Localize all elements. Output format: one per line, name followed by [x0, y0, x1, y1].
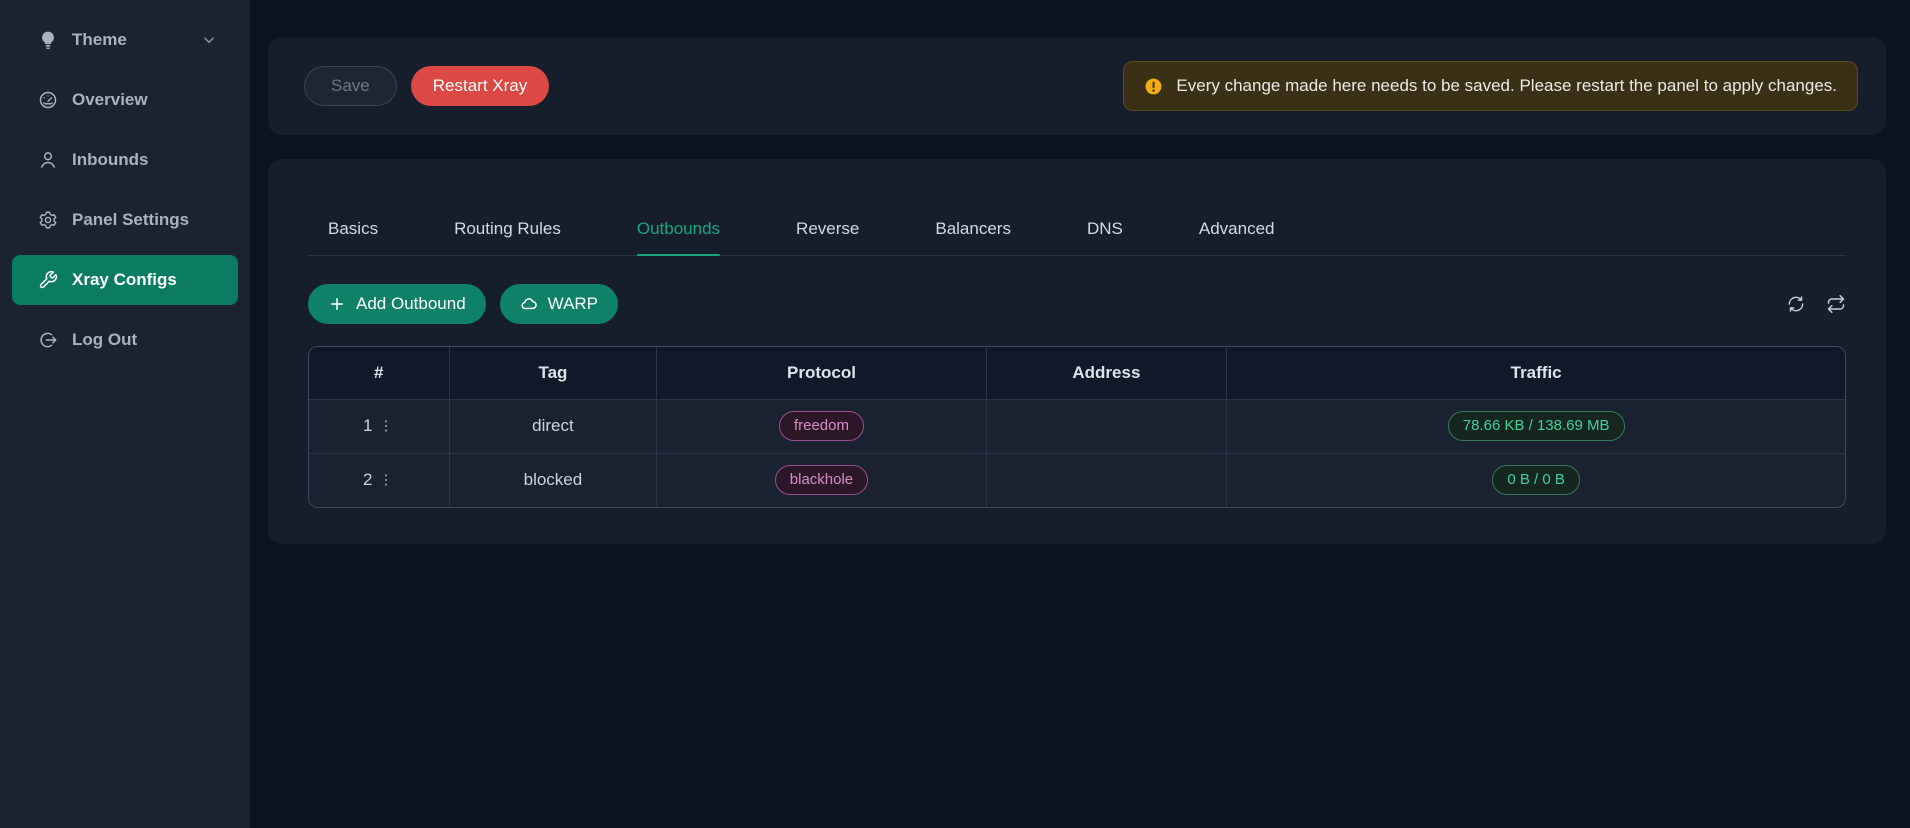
sidebar-item-xray-configs[interactable]: Xray Configs [12, 255, 238, 305]
tab-reverse[interactable]: Reverse [796, 219, 860, 238]
sidebar-item-overview[interactable]: Overview [12, 75, 238, 125]
xray-config-card: Basics Routing Rules Outbounds Reverse B… [268, 159, 1886, 544]
row-index: 2 [363, 470, 373, 490]
toolbar-card: Save Restart Xray Every change made here… [268, 37, 1886, 135]
column-header-index: # [309, 347, 450, 400]
sidebar-item-label: Overview [72, 90, 148, 109]
config-tabs: Basics Routing Rules Outbounds Reverse B… [308, 199, 1846, 256]
tab-basics[interactable]: Basics [328, 219, 379, 238]
outbounds-actions-row: Add Outbound WARP [308, 284, 1846, 324]
outbounds-table: # Tag Protocol Address Traffic 1 [308, 346, 1846, 508]
column-header-protocol: Protocol [656, 347, 987, 400]
row-menu-icon[interactable] [378, 471, 394, 489]
traffic-badge: 0 B / 0 B [1492, 465, 1580, 496]
tab-advanced[interactable]: Advanced [1198, 219, 1275, 238]
sidebar-item-log-out[interactable]: Log Out [12, 315, 238, 365]
add-outbound-label: Add Outbound [356, 294, 466, 313]
sidebar-item-label: Xray Configs [72, 270, 177, 289]
table-row: 1 direct freedom 78.66 KB / 138.69 MB [309, 399, 1845, 454]
sidebar-item-label: Inbounds [72, 150, 149, 169]
sidebar-item-panel-settings[interactable]: Panel Settings [12, 195, 238, 245]
gear-icon [38, 210, 58, 230]
sidebar-item-label: Log Out [72, 330, 138, 349]
repeat-icon[interactable] [1826, 294, 1846, 314]
user-icon [38, 150, 58, 170]
protocol-badge: freedom [778, 411, 864, 441]
sidebar-item-label: Panel Settings [72, 210, 190, 229]
warning-alert-text: Every change made here needs to be saved… [1176, 76, 1837, 95]
warning-alert: Every change made here needs to be saved… [1123, 61, 1858, 111]
main-content: Save Restart Xray Every change made here… [250, 0, 1910, 828]
logout-icon [38, 330, 58, 350]
bulb-icon [38, 30, 58, 50]
sidebar: Theme Overview Inbounds [0, 0, 250, 828]
sidebar-item-label: Theme [72, 30, 127, 49]
toolbar-buttons: Save Restart Xray [304, 66, 550, 106]
warning-icon [1144, 77, 1163, 96]
row-tag: direct [449, 399, 658, 454]
table-tools [1786, 294, 1846, 314]
column-header-traffic: Traffic [1226, 347, 1845, 400]
row-index: 1 [363, 416, 373, 435]
protocol-badge: blackhole [774, 465, 869, 496]
wrench-icon [38, 270, 58, 290]
table-header-row: # Tag Protocol Address Traffic [309, 347, 1845, 400]
tab-outbounds[interactable]: Outbounds [636, 199, 721, 256]
traffic-badge: 78.66 KB / 138.69 MB [1447, 411, 1625, 441]
save-button[interactable]: Save [304, 66, 397, 106]
restart-xray-button[interactable]: Restart Xray [410, 66, 550, 106]
row-address [986, 453, 1228, 507]
column-header-address: Address [986, 347, 1228, 400]
tab-balancers[interactable]: Balancers [935, 219, 1011, 238]
column-header-tag: Tag [449, 347, 658, 400]
sidebar-item-theme[interactable]: Theme [12, 15, 238, 65]
refresh-icon[interactable] [1786, 294, 1806, 314]
warp-label: WARP [547, 294, 599, 313]
chevron-down-icon [202, 33, 216, 47]
table-row: 2 blocked blackhole 0 B / 0 B [309, 453, 1845, 507]
warp-button[interactable]: WARP [499, 284, 619, 324]
plus-icon [328, 295, 346, 313]
row-menu-icon[interactable] [378, 417, 394, 435]
tab-routing-rules[interactable]: Routing Rules [454, 219, 561, 238]
cloud-icon [520, 295, 538, 313]
row-tag: blocked [449, 453, 658, 507]
row-address [986, 399, 1228, 454]
tab-dns[interactable]: DNS [1086, 219, 1123, 238]
add-outbound-button[interactable]: Add Outbound [308, 284, 486, 324]
sidebar-item-inbounds[interactable]: Inbounds [12, 135, 238, 185]
dashboard-icon [38, 90, 58, 110]
